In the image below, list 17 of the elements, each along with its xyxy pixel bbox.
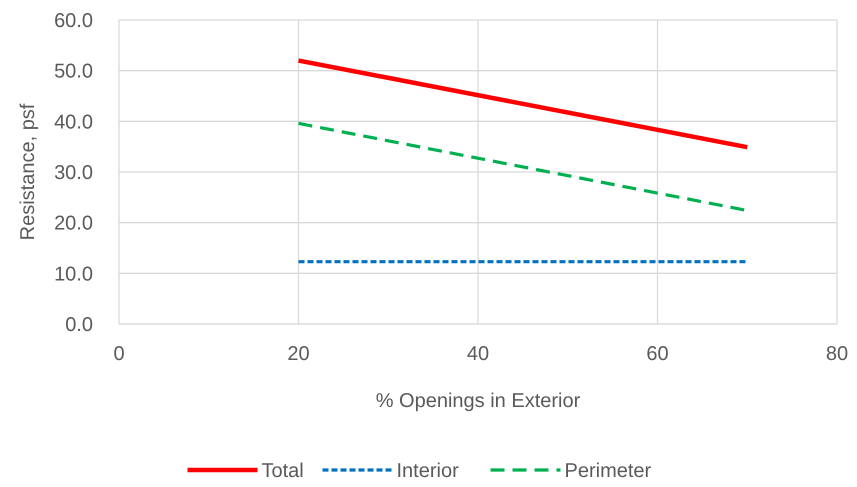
y-tick-label: 20.0 <box>54 212 93 235</box>
y-axis-title: Resistance, psf <box>17 103 39 240</box>
x-tick-label: 40 <box>466 343 490 365</box>
x-tick-label: 0 <box>113 343 125 365</box>
y-tick-label: 30.0 <box>54 162 93 184</box>
y-tick-label: 40.0 <box>54 111 93 134</box>
legend-label: Interior <box>396 460 460 482</box>
x-tick-label: 80 <box>826 343 848 365</box>
legend-label: Total <box>262 460 304 482</box>
x-tick-label: 60 <box>646 343 669 365</box>
y-tick-label: 60.0 <box>54 10 93 32</box>
legend-label: Perimeter <box>564 460 652 482</box>
y-tick-label: 10.0 <box>54 263 93 286</box>
x-axis-title: % Openings in Exterior <box>376 390 581 412</box>
y-tick-label: 50.0 <box>54 60 93 83</box>
y-tick-label: 0.0 <box>65 314 93 336</box>
x-tick-label: 20 <box>287 343 310 365</box>
